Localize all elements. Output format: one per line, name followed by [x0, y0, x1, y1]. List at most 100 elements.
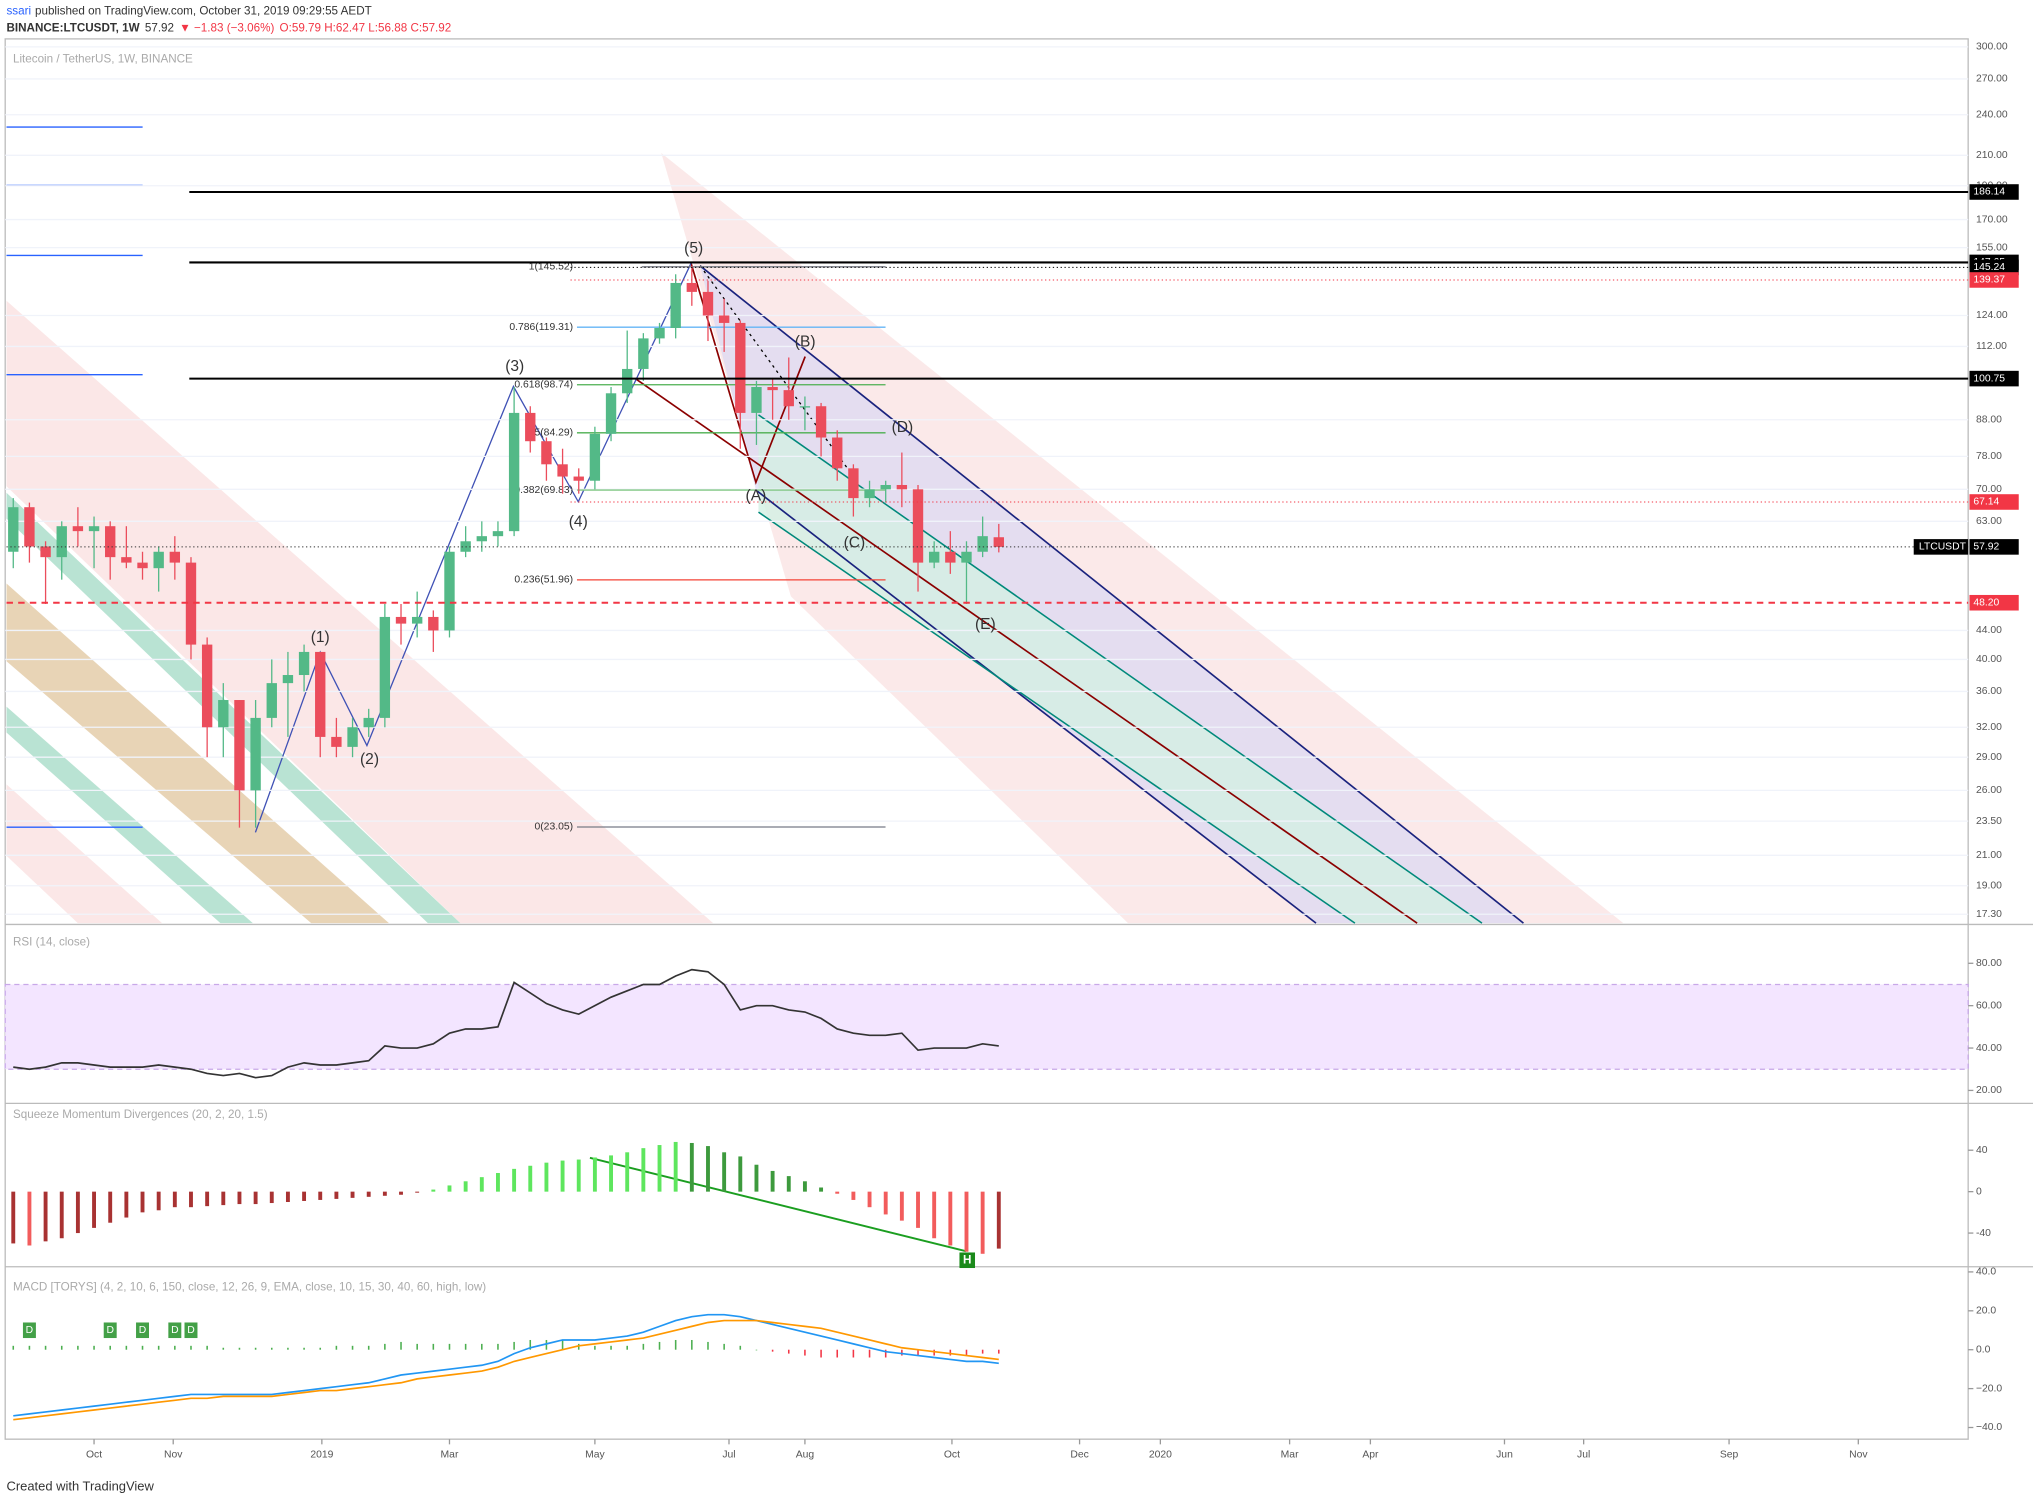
candle-body	[880, 484, 891, 490]
squeeze-bar	[625, 1152, 630, 1192]
squeeze-bar	[285, 1191, 290, 1203]
drawings	[6, 126, 1624, 1253]
price-tag-label: 100.75	[1973, 373, 2005, 384]
y-tick-label: 124.00	[1976, 310, 2008, 321]
change: ▼ −1.83 (−3.06%)	[179, 22, 274, 35]
y-tick-label: 0	[1976, 1186, 1982, 1197]
candle-body	[961, 551, 972, 563]
macd-histogram	[610, 1345, 612, 1350]
price-tag-label: 48.20	[1973, 597, 1999, 608]
macd-histogram	[707, 1341, 709, 1350]
candle-body	[234, 700, 245, 791]
macd-histogram	[60, 1345, 63, 1350]
trend-line	[699, 265, 857, 481]
macd-histogram	[836, 1349, 839, 1358]
squeeze-bar	[399, 1191, 403, 1195]
candle-body	[315, 651, 326, 737]
author: ssari	[6, 5, 31, 18]
x-tick-label: Sep	[1720, 1449, 1739, 1460]
candle-body	[945, 551, 956, 563]
candle-body	[783, 390, 794, 407]
candle-body	[702, 291, 714, 316]
candle-body	[266, 683, 277, 718]
pitchfork-median	[634, 377, 1418, 924]
macd-histogram	[594, 1345, 596, 1350]
footer: Created with TradingView	[6, 1479, 154, 1494]
signal-marker	[103, 1322, 117, 1339]
squeeze-bar	[948, 1191, 953, 1246]
candle-body	[767, 387, 778, 391]
squeeze-bar	[835, 1191, 840, 1194]
pitchfork-line	[758, 511, 1356, 924]
price-tag	[1969, 370, 2019, 387]
y-tick-label: 210.00	[1976, 150, 2008, 161]
fib-label: 0.786(119.31)	[509, 322, 573, 333]
candle-body	[525, 412, 536, 442]
y-tick-label: 63.00	[1976, 516, 2002, 527]
candle-body	[541, 441, 552, 465]
candle-body	[185, 562, 197, 645]
pane-title: MACD [TORYS] (4, 2, 10, 6, 150, close, 1…	[13, 1281, 486, 1294]
y-tick-label: 40.00	[1976, 1043, 2002, 1054]
divergence-line	[589, 1156, 967, 1253]
candle-body	[218, 700, 229, 728]
fib-label: 0(23.05)	[534, 822, 573, 833]
wave-label: (3)	[505, 358, 524, 375]
squeeze-bar	[205, 1191, 210, 1207]
candle-body	[557, 464, 568, 477]
macd-histogram	[658, 1341, 661, 1350]
squeeze-bar	[657, 1145, 662, 1192]
macd-histogram	[319, 1347, 322, 1350]
squeeze-bar	[722, 1152, 727, 1192]
squeeze-bar	[641, 1148, 646, 1192]
candle-body	[848, 468, 859, 499]
wave-label: (A)	[746, 488, 767, 505]
y-tick-label: 23.50	[1976, 816, 2002, 827]
macd-histogram	[723, 1343, 725, 1350]
symbol: BINANCE:LTCUSDT, 1W	[6, 22, 139, 35]
y-tick-label: 88.00	[1976, 414, 2002, 425]
divergence-label: H	[963, 1253, 971, 1266]
y-tick-label: 26.00	[1976, 785, 2002, 796]
x-tick-label: Nov	[1849, 1449, 1868, 1460]
symbol-tag-label: LTCUSDT	[1919, 542, 1967, 553]
y-tick-label: 270.00	[1976, 74, 2008, 85]
candle-body	[605, 393, 617, 434]
squeeze-bar	[932, 1191, 937, 1239]
header-line: ssari published on TradingView.com, Octob…	[6, 5, 371, 18]
macd-histogram	[400, 1341, 402, 1350]
squeeze-bar	[253, 1191, 258, 1205]
y-tick-label: 21.00	[1976, 850, 2002, 861]
signal-label: D	[187, 1325, 194, 1336]
candle-body	[298, 651, 310, 676]
x-tick-label: Oct	[86, 1449, 102, 1460]
macd-histogram	[351, 1345, 354, 1350]
signal-label: D	[139, 1325, 146, 1336]
candle-body	[492, 531, 504, 537]
macd-histogram	[933, 1349, 935, 1356]
wave-label: (4)	[569, 514, 588, 531]
channel	[6, 784, 163, 924]
squeeze-bar	[415, 1191, 420, 1193]
y-tick-label: 0.0	[1976, 1344, 1991, 1355]
candle-body	[137, 562, 148, 569]
candle-body	[718, 315, 730, 323]
price-tag-label: 57.92	[1973, 542, 1999, 553]
y-tick-label: 40.0	[1976, 1267, 1996, 1278]
macd-histogram	[222, 1347, 225, 1350]
macd-histogram	[206, 1345, 208, 1350]
candle-body	[912, 489, 924, 563]
squeeze-bar	[172, 1191, 177, 1208]
candle-body	[993, 537, 1004, 547]
macd-histogram	[93, 1345, 95, 1350]
signal-marker	[136, 1322, 150, 1339]
macd-histogram	[901, 1349, 903, 1356]
macd-histogram	[77, 1345, 79, 1350]
wave-label: (E)	[975, 616, 996, 633]
wave-label: (B)	[795, 333, 816, 350]
macd-histogram	[254, 1347, 257, 1350]
squeeze-bar	[350, 1191, 355, 1198]
macd-histogram	[287, 1347, 289, 1350]
y-tick-label: 78.00	[1976, 451, 2002, 462]
macd-histogram	[174, 1345, 176, 1350]
